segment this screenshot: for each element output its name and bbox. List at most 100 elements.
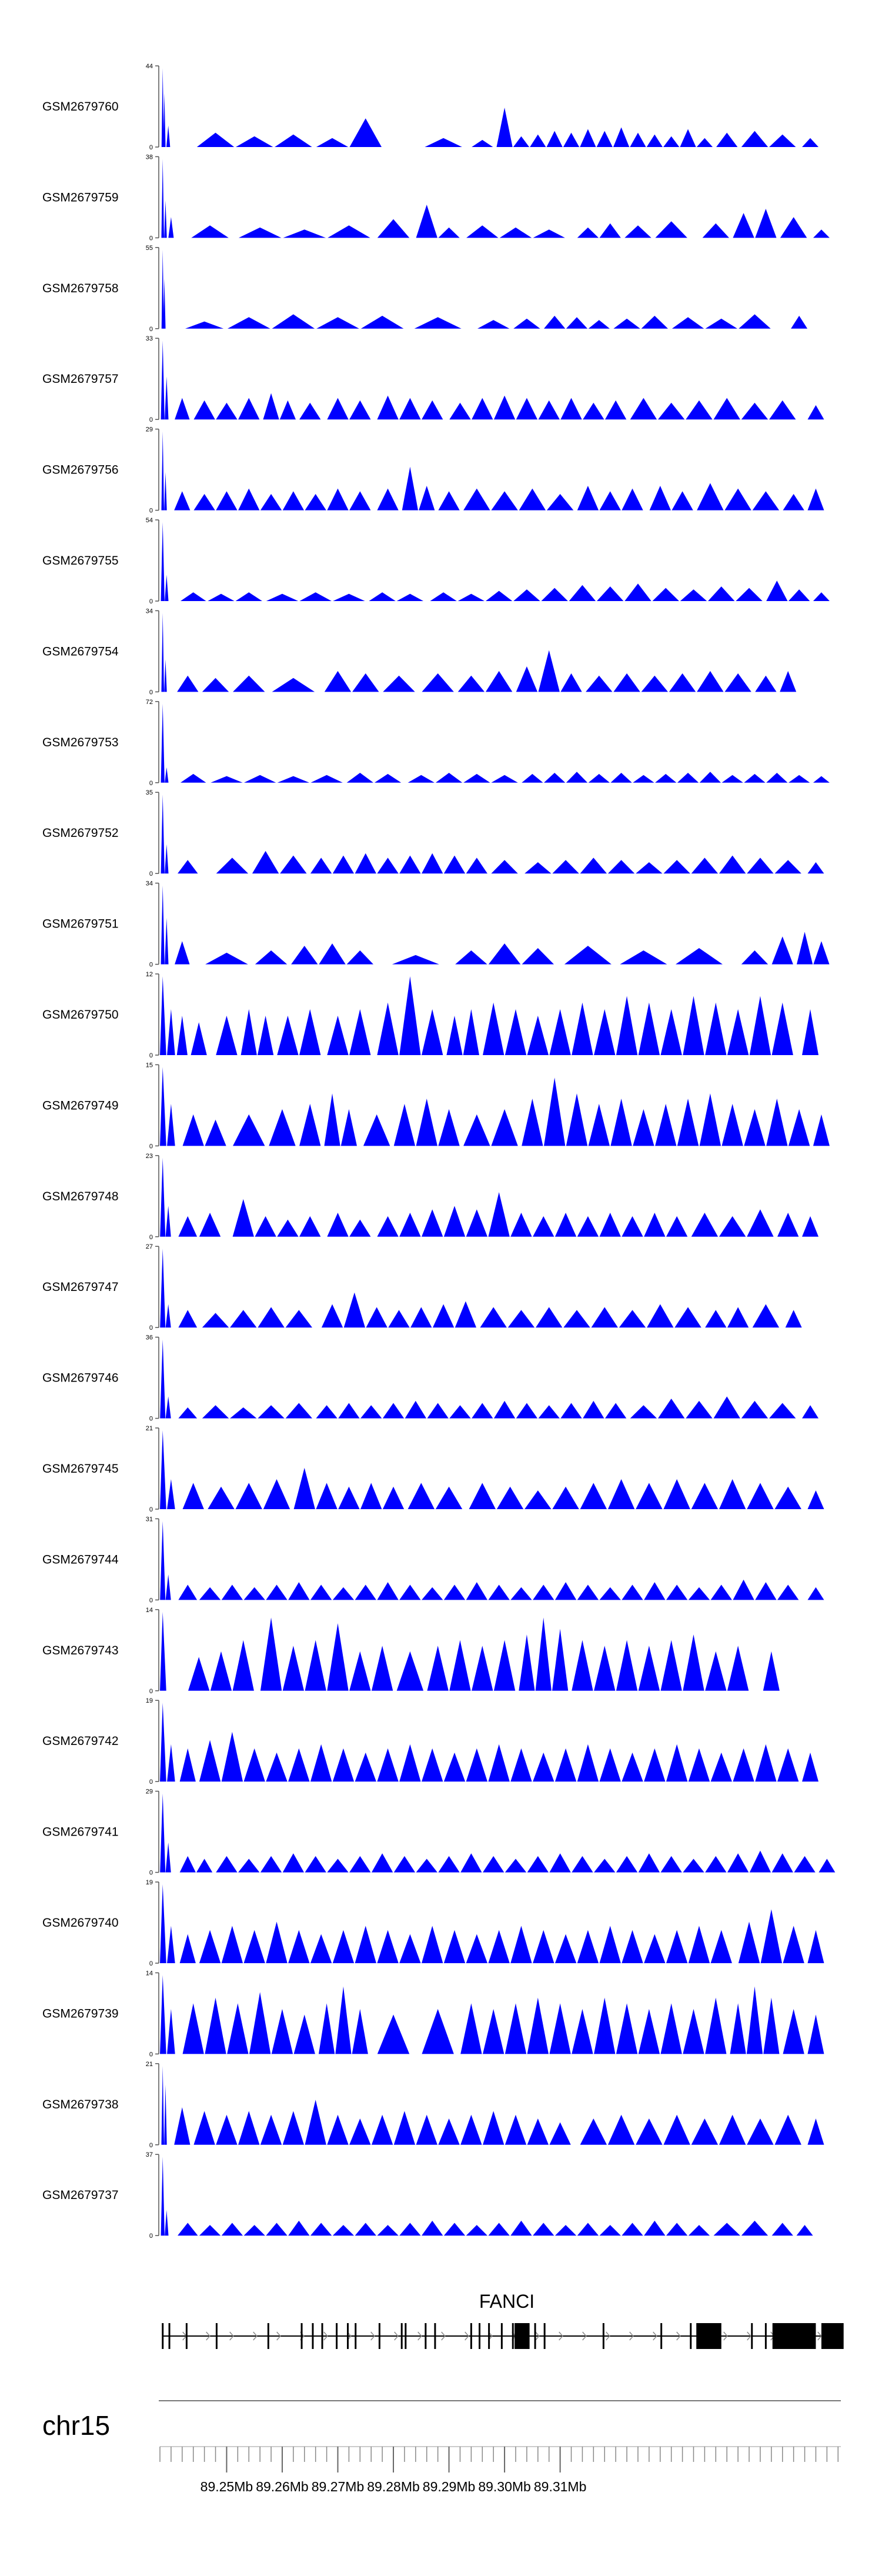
sample-label: GSM2679751 [42, 917, 119, 931]
signal-peak [280, 855, 307, 874]
signal-peak [210, 1651, 232, 1691]
signal-peak [310, 1744, 332, 1782]
signal-peak [235, 592, 262, 601]
signal-peak [202, 1313, 229, 1328]
y-min-label: 0 [149, 870, 153, 877]
signal-peak [541, 588, 568, 601]
signal-peak [644, 1934, 666, 1963]
signal-peak [485, 670, 513, 692]
strand-arrow [559, 2331, 563, 2341]
signal-peak [510, 1748, 532, 1782]
signal-peak [161, 68, 164, 147]
signal-peak [544, 1077, 566, 1146]
signal-peak [377, 1582, 399, 1600]
y-max-label: 31 [146, 1516, 153, 1523]
signal-peak [669, 673, 696, 692]
signal-peak [675, 948, 723, 965]
signal-peak [705, 318, 737, 329]
signal-peak [505, 1858, 527, 1873]
signal-peak [516, 398, 538, 420]
signal-peak [255, 950, 288, 965]
signal-peak [285, 1310, 313, 1328]
signal-peak [771, 1853, 793, 1873]
signal-peak [580, 129, 596, 147]
signal-peak [405, 1400, 426, 1419]
exon [168, 2323, 171, 2349]
signal-peak [238, 2111, 260, 2145]
signal-peak [252, 850, 279, 874]
signal-peak [449, 1640, 471, 1691]
signal-peak [569, 585, 596, 601]
signal-peak [288, 2220, 310, 2236]
signal-peak [199, 1213, 221, 1237]
signal-peak [538, 400, 560, 420]
genome-axis: 89.25Mb 89.26Mb 89.27Mb 89.28Mb 89.29Mb 89.30… [159, 2446, 841, 2494]
signal-peak [666, 1584, 688, 1600]
signal-peak [191, 225, 229, 238]
signal-peak [422, 1587, 443, 1600]
track-GSM2679755: GSM2679755 54 0 [42, 517, 830, 605]
y-min-label: 0 [149, 2051, 153, 2058]
signal-peak [472, 1403, 493, 1419]
signal-peak [466, 225, 499, 238]
signal-peak [727, 1853, 749, 1873]
y-min-label: 0 [149, 1506, 153, 1513]
signal-peak [624, 225, 652, 238]
signal-peak [272, 678, 315, 692]
y-min-label: 0 [149, 1597, 153, 1604]
y-max-label: 33 [146, 335, 153, 342]
signal-peak [466, 1209, 487, 1237]
signal-peak [438, 2118, 460, 2145]
signal-peak [596, 131, 613, 147]
track-GSM2679739: GSM2679739 14 0 [42, 1970, 824, 2058]
signal-peak [788, 775, 810, 783]
sample-label: GSM2679750 [42, 1008, 119, 1022]
signal-peak [199, 1587, 221, 1600]
signal-peak [777, 1213, 799, 1237]
signal-peak [780, 670, 797, 692]
signal-peak [516, 666, 538, 692]
signal-peak [366, 1307, 387, 1328]
signal-peak [747, 1483, 774, 1509]
signal-peak [161, 431, 164, 510]
signal-peak [533, 1930, 554, 1963]
signal-peak [377, 1930, 399, 1963]
signal-peak [161, 522, 165, 601]
signal-peak [160, 1793, 166, 1873]
exon [267, 2323, 269, 2349]
signal-peak [696, 138, 713, 147]
signal-peak [161, 795, 165, 874]
signal-peak [164, 2084, 167, 2145]
signal-peak [416, 1858, 437, 1873]
signal-peak [680, 129, 696, 147]
signal-peak [371, 1853, 393, 1873]
signal-peak [427, 1646, 449, 1691]
signal-peak [288, 1582, 310, 1600]
signal-peak [443, 855, 466, 874]
signal-peak [230, 1407, 257, 1419]
signal-peak [332, 1587, 355, 1600]
exon [347, 2323, 349, 2349]
signal-peak [283, 229, 326, 238]
signal-peak [491, 1109, 518, 1146]
signal-peak [563, 132, 580, 147]
signal-peak [730, 2003, 746, 2054]
signal-peak [466, 857, 487, 874]
signal-peak [619, 1310, 646, 1328]
signal-peak [463, 773, 490, 783]
signal-peak [202, 678, 229, 692]
signal-peak [552, 1629, 569, 1691]
signal-peak [607, 860, 635, 874]
signal-peak [607, 1479, 635, 1509]
signal-peak [663, 860, 690, 874]
signal-peak [457, 593, 485, 601]
y-min-label: 0 [149, 326, 153, 333]
signal-peak [741, 402, 769, 420]
signal-peak [802, 138, 819, 147]
signal-peak [349, 2118, 371, 2145]
signal-peak [266, 1584, 288, 1600]
signal-peak [491, 860, 518, 874]
signal-peak [371, 1646, 393, 1691]
signal-peak [179, 1934, 196, 1963]
signal-peak [638, 1002, 660, 1055]
